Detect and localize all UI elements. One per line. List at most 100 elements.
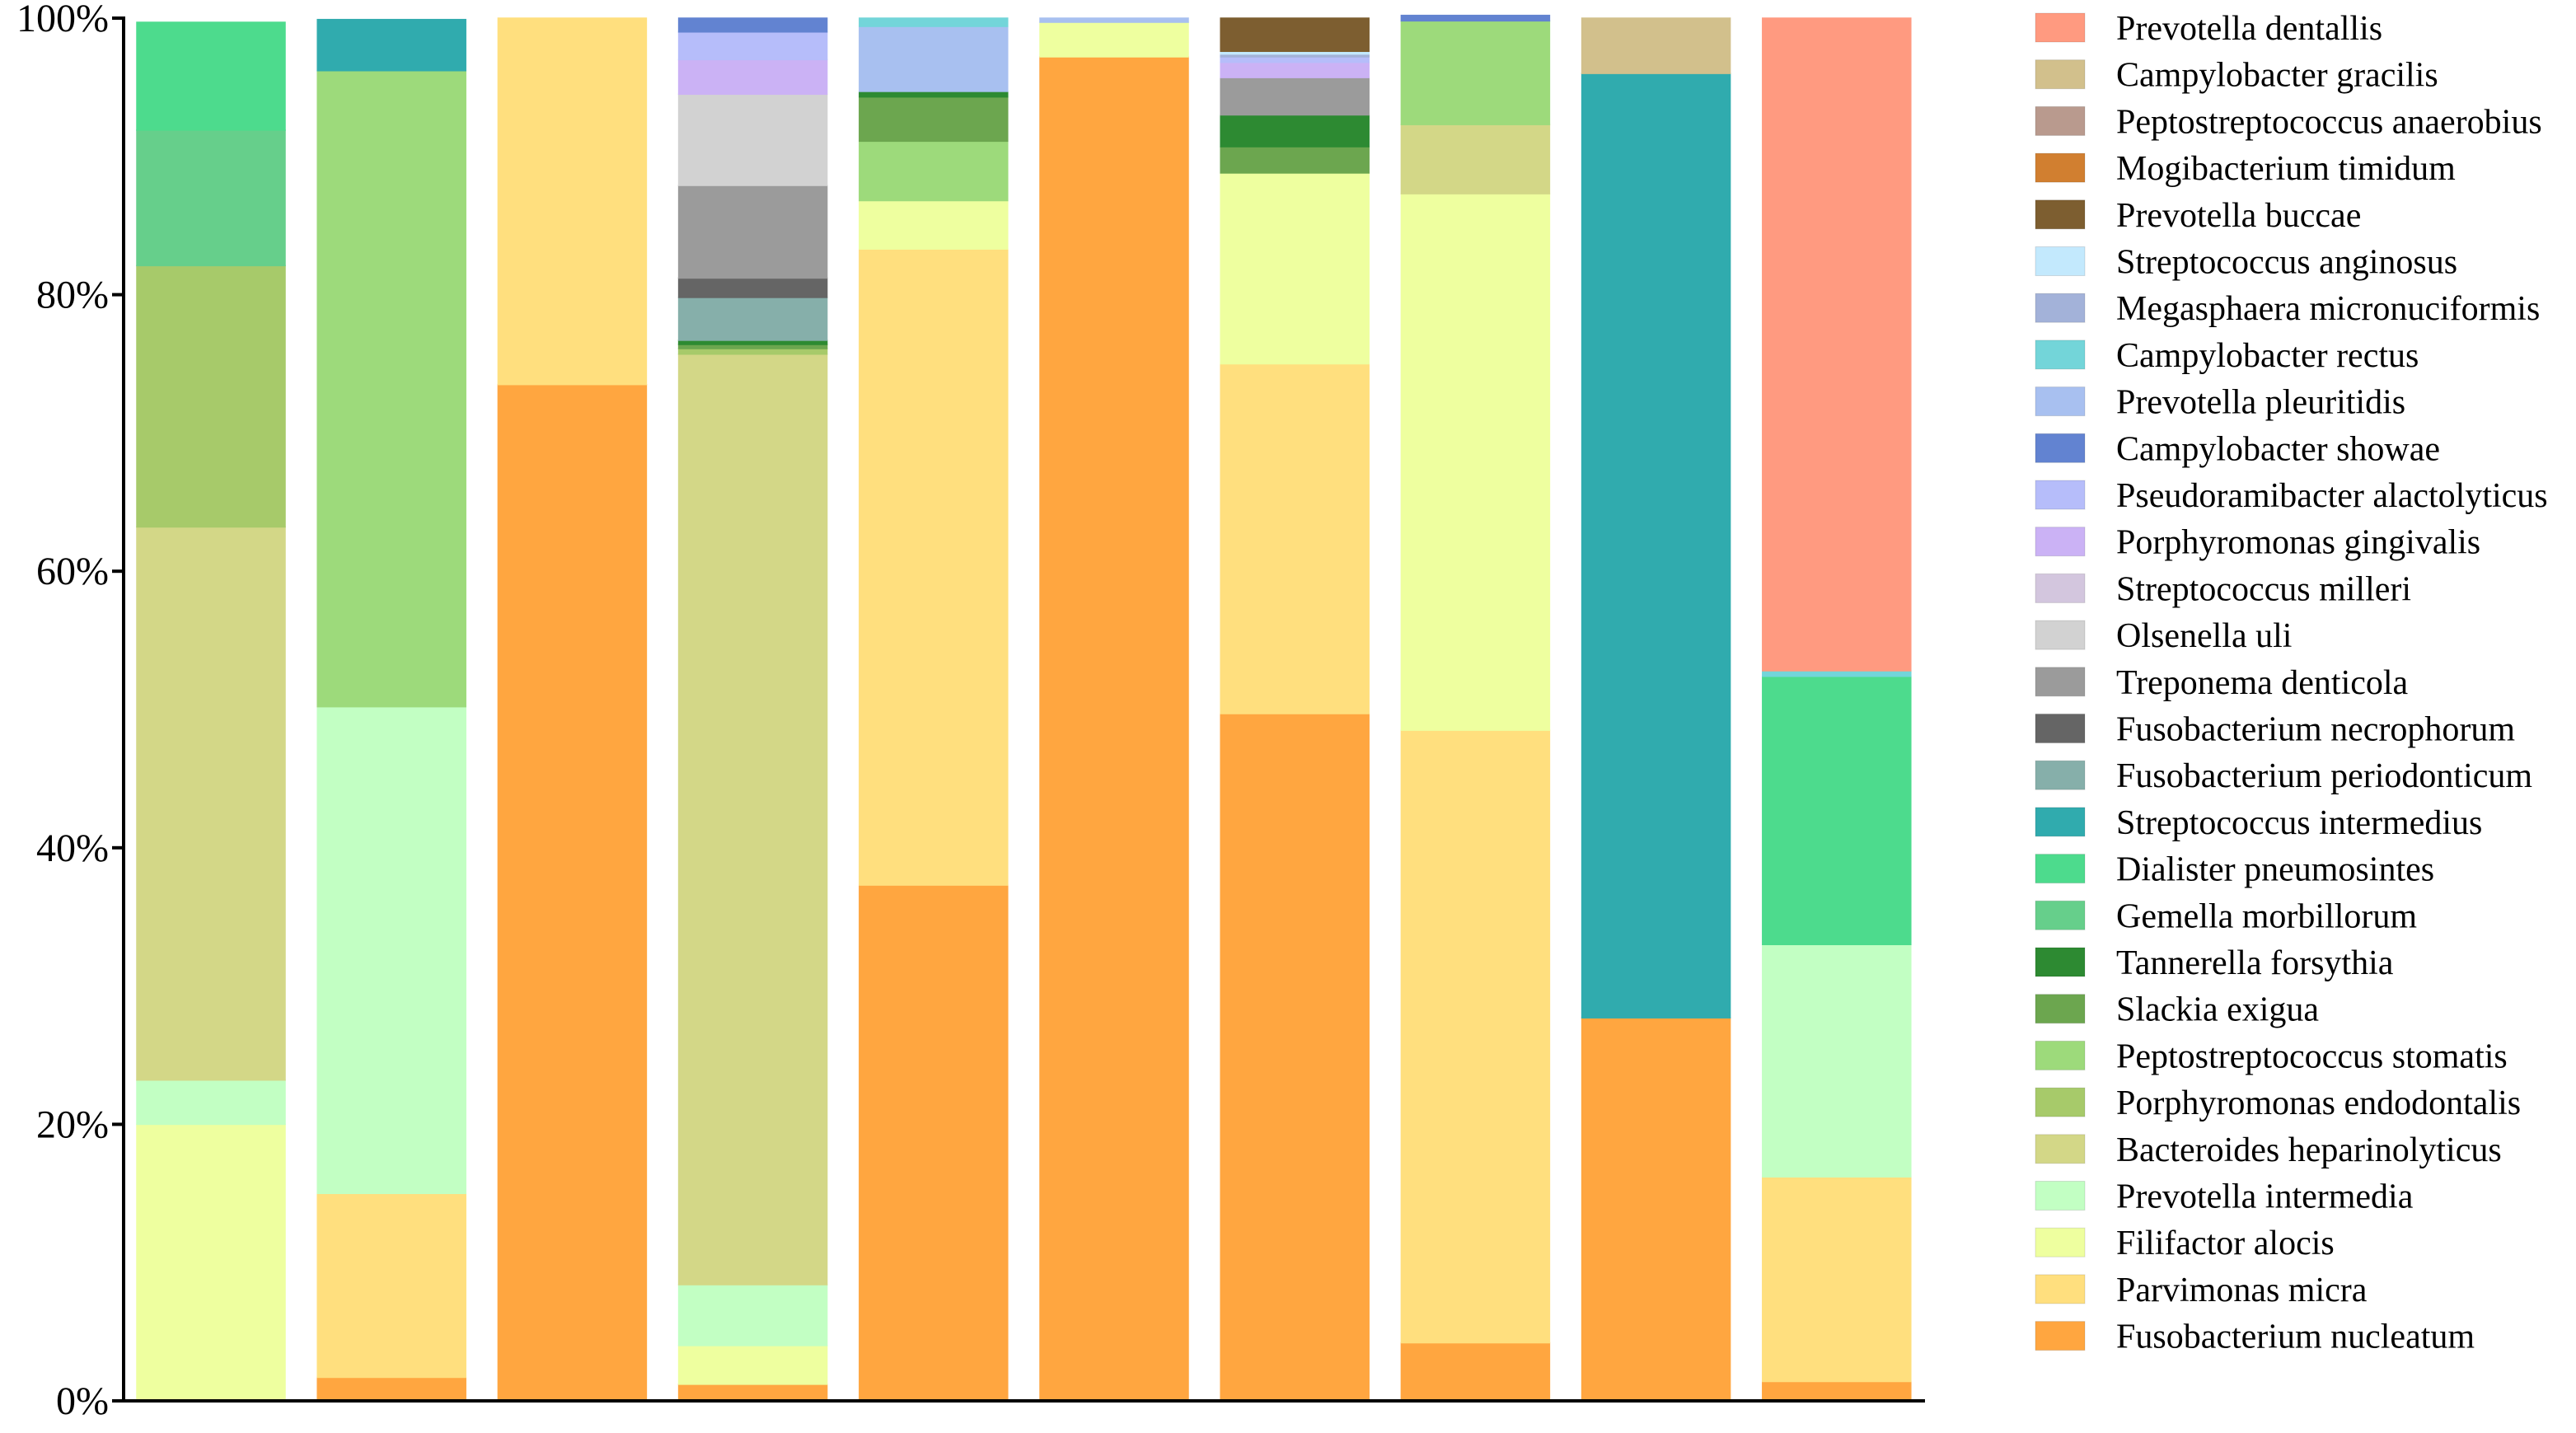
bar-stack-4 (677, 17, 828, 1402)
legend-label: Prevotella intermedia (2116, 1178, 2414, 1216)
bar-segment (859, 17, 1009, 27)
bar-segment (677, 340, 828, 345)
bar-segment (1581, 17, 1731, 74)
bar-segment (677, 297, 828, 341)
legend-item: Slackia exigua (2035, 991, 2319, 1029)
bar-segment (316, 70, 466, 708)
legend-swatch (2035, 340, 2086, 370)
bar-segment (677, 31, 828, 61)
legend-item: Streptococcus anginosus (2035, 244, 2457, 282)
bar-segment (1762, 670, 1912, 677)
legend-label: Fusobacterium nucleatum (2116, 1318, 2475, 1356)
legend-item: Tannerella forsythia (2035, 944, 2394, 982)
legend-swatch (2035, 1227, 2086, 1257)
legend-label: Streptococcus milleri (2116, 570, 2411, 608)
legend-item: Prevotella intermedia (2035, 1178, 2414, 1216)
legend-swatch (2035, 1134, 2086, 1164)
bar-segment (1220, 172, 1370, 365)
bar-segment (677, 354, 828, 1285)
bar-segment (677, 1284, 828, 1346)
legend-swatch (2035, 667, 2086, 697)
bar-segment (1762, 1176, 1912, 1383)
legend-swatch (2035, 900, 2086, 930)
bar-segment (316, 1192, 466, 1379)
bar-segment (1762, 675, 1912, 946)
legend-item: Campylobacter rectus (2035, 337, 2419, 375)
bar-segment (1400, 14, 1551, 22)
bar-segment (1400, 1342, 1551, 1402)
axes-layer: 0% 20% 40% 60% 80% 100% (16, 0, 1925, 1423)
y-tick-label: 100% (16, 0, 109, 40)
bar-segment (136, 21, 286, 131)
legend-label: Prevotella buccae (2116, 197, 2361, 235)
bar-segment (1762, 17, 1912, 672)
bar-segment (859, 884, 1009, 1402)
legend-label: Filifactor alocis (2116, 1225, 2335, 1262)
bar-segment (677, 17, 828, 33)
legend-item: Porphyromonas gingivalis (2035, 524, 2480, 562)
legend-label: Peptostreptococcus anaerobius (2116, 103, 2542, 141)
legend-item: Prevotella dentallis (2035, 10, 2382, 48)
legend-label: Peptostreptococcus stomatis (2116, 1037, 2508, 1075)
bar-segment (497, 383, 648, 1402)
bar-segment (1220, 56, 1370, 63)
bar-segment (1220, 146, 1370, 174)
legend-swatch (2035, 527, 2086, 557)
legend-item: Gemella morbillorum (2035, 897, 2417, 935)
legend-swatch (2035, 246, 2086, 276)
bar-segment (1039, 21, 1189, 58)
bar-segment (859, 248, 1009, 886)
legend-swatch (2035, 59, 2086, 90)
legend-swatch (2035, 947, 2086, 977)
bar-segment (1400, 729, 1551, 1344)
bar-segment (316, 1376, 466, 1402)
legend-swatch (2035, 293, 2086, 323)
bar-segment (1220, 17, 1370, 53)
legend-label: Campylobacter gracilis (2116, 57, 2438, 95)
legend-swatch (2035, 1040, 2086, 1070)
bar-stack-5 (859, 17, 1009, 1402)
bar-stack-9 (1581, 17, 1731, 1402)
legend-swatch (2035, 760, 2086, 790)
legend-item: Megasphaera micronuciformis (2035, 290, 2540, 328)
legend-item: Porphyromonas endodontalis (2035, 1084, 2521, 1122)
legend-item: Fusobacterium nucleatum (2035, 1318, 2475, 1356)
legend-item: Filifactor alocis (2035, 1225, 2335, 1262)
legend-swatch (2035, 620, 2086, 650)
bar-segment (1220, 114, 1370, 148)
bar-segment (677, 59, 828, 96)
bar-segment (497, 17, 648, 386)
legend-label: Treponema denticola (2116, 664, 2409, 702)
legend-swatch (2035, 573, 2086, 603)
legend-item: Dialister pneumosintes (2035, 851, 2434, 889)
bar-segment (677, 1345, 828, 1385)
bar-segment (1220, 61, 1370, 78)
legend-swatch (2035, 480, 2086, 510)
legend-label: Porphyromonas endodontalis (2116, 1084, 2521, 1122)
legend-item: Streptococcus intermedius (2035, 804, 2482, 842)
bar-segment (1220, 77, 1370, 116)
legend-item: Fusobacterium periodonticum (2035, 757, 2532, 795)
legend-item: Campylobacter gracilis (2035, 57, 2438, 95)
bar-segment (136, 129, 286, 267)
legend-label: Pseudoramibacter alactolyticus (2116, 477, 2548, 515)
legend-item: Prevotella buccae (2035, 197, 2361, 235)
legend-label: Campylobacter showae (2116, 430, 2440, 468)
legend-label: Gemella morbillorum (2116, 897, 2417, 935)
legend-item: Fusobacterium necrophorum (2035, 711, 2515, 749)
legend-label: Mogibacterium timidum (2116, 150, 2456, 188)
bar-segment (1581, 73, 1731, 1019)
bar-segment (136, 1123, 286, 1402)
legend-swatch (2035, 386, 2086, 417)
legend-swatch (2035, 12, 2086, 43)
bar-segment (1762, 944, 1912, 1178)
y-tick-label: 40% (36, 827, 109, 870)
bar-segment (1762, 1380, 1912, 1402)
legend-label: Megasphaera micronuciformis (2116, 290, 2540, 328)
bar-segment (677, 185, 828, 279)
bar-stack-7 (1220, 17, 1370, 1402)
y-tick-label: 80% (36, 274, 109, 317)
bar-stack-3 (497, 17, 648, 1402)
legend-item: Streptococcus milleri (2035, 570, 2411, 608)
